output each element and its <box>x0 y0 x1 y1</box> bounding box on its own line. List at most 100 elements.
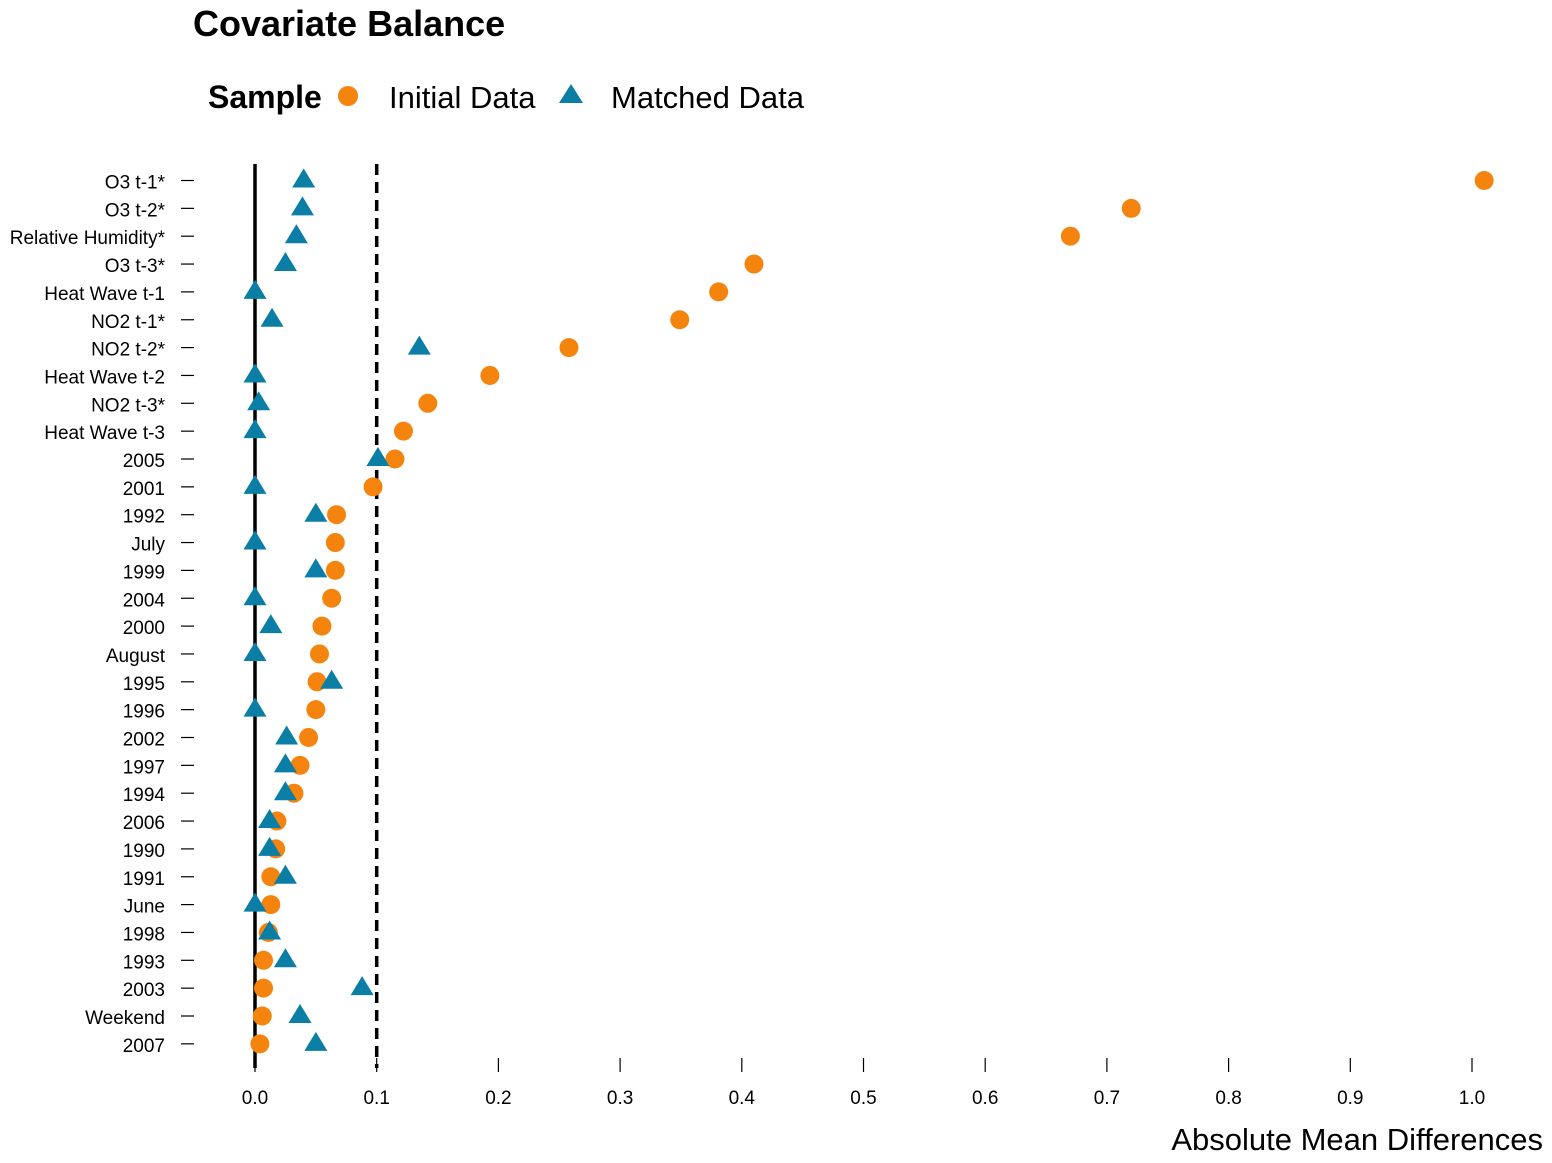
x-tick-label: 0.5 <box>850 1088 876 1109</box>
matched-data-point <box>304 502 328 522</box>
matched-data-point <box>275 725 299 745</box>
y-tick-label: NO2 t-1* <box>91 312 166 333</box>
x-tick-label: 0.4 <box>729 1088 756 1109</box>
y-tick-label: 2006 <box>123 813 165 834</box>
y-tick-label: 1993 <box>123 952 165 973</box>
initial-data-point <box>322 588 342 608</box>
x-tick-label: 0.9 <box>1337 1088 1363 1109</box>
x-tick-label: 0.1 <box>363 1088 389 1109</box>
chart-title: Covariate Balance <box>193 3 505 44</box>
legend-initial-label: Initial Data <box>389 80 536 115</box>
matched-data-point <box>258 836 282 856</box>
initial-data-point <box>559 338 579 358</box>
initial-data-point <box>250 1034 270 1054</box>
initial-data-point <box>418 393 438 413</box>
y-tick-label: Heat Wave t-2 <box>44 367 165 388</box>
matched-data-point <box>243 363 267 383</box>
matched-data-point <box>243 530 267 550</box>
initial-data-point <box>310 644 330 664</box>
initial-data-point <box>1060 226 1080 246</box>
y-tick-label: June <box>124 897 165 918</box>
matched-data-point <box>258 809 282 829</box>
matched-data-point <box>366 447 390 466</box>
matched-data-point <box>273 781 297 801</box>
matched-data-point <box>273 864 297 884</box>
y-tick-label: NO2 t-2* <box>91 340 166 361</box>
y-tick-label: O3 t-1* <box>105 173 166 194</box>
y-tick-label: 1995 <box>123 674 165 695</box>
matched-data-point <box>292 168 316 188</box>
x-tick-label: 1.0 <box>1459 1088 1485 1109</box>
legend: Sample Initial Data Matched Data <box>208 79 805 115</box>
matched-data-point <box>243 474 267 494</box>
matched-data-point <box>259 614 283 634</box>
legend-title: Sample <box>208 79 322 115</box>
y-tick-label: 2004 <box>123 590 166 611</box>
x-tick-label: 0.7 <box>1094 1088 1120 1109</box>
initial-data-point <box>480 365 500 385</box>
y-tick-label: 1997 <box>123 757 165 778</box>
initial-data-point <box>299 728 319 747</box>
initial-data-point <box>306 700 326 720</box>
y-tick-label: Weekend <box>85 1008 165 1029</box>
initial-data-point <box>385 449 405 469</box>
matched-data-point <box>407 335 431 355</box>
x-tick-label: 0.0 <box>242 1088 268 1109</box>
initial-data-point <box>325 533 345 553</box>
y-tick-label: 1990 <box>123 841 165 862</box>
matched-data-point <box>243 892 267 912</box>
matched-data-point <box>304 558 328 578</box>
initial-data-point <box>312 616 332 636</box>
y-tick-label: 1991 <box>123 869 165 890</box>
x-tick-label: 0.2 <box>485 1088 511 1109</box>
y-tick-label: NO2 t-3* <box>91 395 166 416</box>
y-tick-label: Heat Wave t-3 <box>44 423 165 444</box>
matched-data-point <box>258 920 282 940</box>
data-points <box>243 168 1494 1054</box>
matched-data-point <box>260 307 284 327</box>
y-tick-label: 1994 <box>123 785 166 806</box>
initial-data-point <box>709 282 729 302</box>
y-tick-label: 2002 <box>123 730 165 751</box>
y-axis: O3 t-1* O3 t-2* Relative Humidity* O3 t-3* H… <box>10 173 194 1057</box>
y-tick-label: O3 t-3* <box>105 256 166 277</box>
y-tick-label: Relative Humidity* <box>10 228 166 249</box>
matched-data-point <box>247 391 271 411</box>
x-axis: 0.0 0.1 0.2 0.3 0.4 0.5 0.6 0.7 0.8 0.9 1.0 <box>242 1058 1485 1109</box>
matched-data-point <box>273 948 297 968</box>
matched-data-point <box>350 976 374 996</box>
matched-data-point <box>243 279 267 299</box>
initial-data-point <box>393 421 413 441</box>
x-axis-label: Absolute Mean Differences <box>1171 1122 1543 1157</box>
initial-data-point <box>1121 198 1141 218</box>
x-tick-label: 0.8 <box>1215 1088 1241 1109</box>
matched-data-point <box>304 1031 328 1051</box>
initial-data-point <box>325 560 345 580</box>
y-tick-label: 1999 <box>123 562 165 583</box>
matched-data-point <box>243 697 267 717</box>
x-tick-label: 0.3 <box>607 1088 633 1109</box>
initial-data-point <box>327 505 347 525</box>
x-tick-label: 0.6 <box>972 1088 998 1109</box>
legend-matched-marker <box>559 84 583 103</box>
initial-data-point <box>363 477 383 497</box>
initial-data-point <box>670 310 690 330</box>
y-tick-label: 2001 <box>123 479 165 500</box>
y-tick-label: 1996 <box>123 702 165 723</box>
matched-data-point <box>320 669 344 689</box>
initial-data-point <box>254 950 274 970</box>
y-tick-label: 2003 <box>123 980 165 1001</box>
initial-data-point <box>254 978 274 998</box>
legend-initial-marker <box>338 86 358 106</box>
matched-data-point <box>243 419 267 439</box>
matched-data-point <box>273 753 297 773</box>
initial-data-point <box>1474 171 1494 190</box>
y-tick-label: July <box>131 535 165 556</box>
matched-data-point <box>243 586 267 606</box>
matched-data-point <box>288 1004 312 1023</box>
matched-data-point <box>243 641 267 661</box>
y-tick-label: O3 t-2* <box>105 200 166 221</box>
initial-data-point <box>744 254 764 274</box>
y-tick-label: 1998 <box>123 924 165 945</box>
